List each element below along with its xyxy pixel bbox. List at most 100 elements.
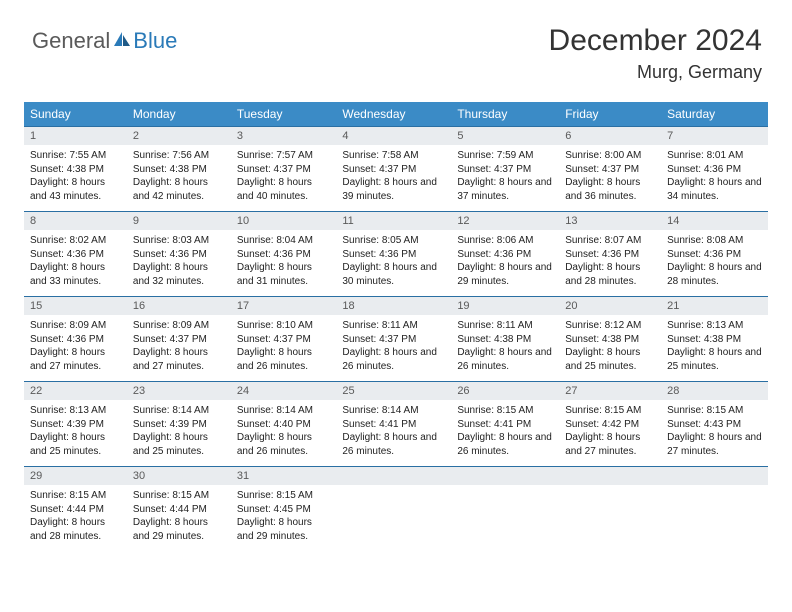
day-cell: 9Sunrise: 8:03 AMSunset: 4:36 PMDaylight… [127, 212, 231, 297]
sunrise-line: Sunrise: 7:56 AM [133, 149, 225, 163]
day-details: Sunrise: 8:03 AMSunset: 4:36 PMDaylight:… [127, 230, 231, 296]
sunrise-line: Sunrise: 7:57 AM [237, 149, 331, 163]
sunrise-line: Sunrise: 8:15 AM [667, 404, 762, 418]
month-title: December 2024 [549, 24, 762, 58]
weekday-header: Friday [559, 102, 661, 127]
sunrise-line: Sunrise: 8:07 AM [565, 234, 655, 248]
daylight-line: Daylight: 8 hours and 28 minutes. [565, 261, 655, 288]
day-details: Sunrise: 8:13 AMSunset: 4:38 PMDaylight:… [661, 315, 768, 381]
sunset-line: Sunset: 4:44 PM [30, 503, 121, 517]
day-cell: 24Sunrise: 8:14 AMSunset: 4:40 PMDayligh… [231, 382, 337, 467]
sunrise-line: Sunrise: 8:09 AM [30, 319, 121, 333]
daylight-line: Daylight: 8 hours and 26 minutes. [342, 431, 445, 458]
sunset-line: Sunset: 4:38 PM [30, 163, 121, 177]
sunrise-line: Sunrise: 7:58 AM [342, 149, 445, 163]
daylight-line: Daylight: 8 hours and 29 minutes. [457, 261, 553, 288]
day-cell: 21Sunrise: 8:13 AMSunset: 4:38 PMDayligh… [661, 297, 768, 382]
calendar-row: 1Sunrise: 7:55 AMSunset: 4:38 PMDaylight… [24, 127, 768, 212]
day-cell: 28 Sunrise: 8:15 AMSunset: 4:43 PMDayligh… [661, 382, 768, 467]
daylight-line: Daylight: 8 hours and 34 minutes. [667, 176, 762, 203]
daylight-line: Daylight: 8 hours and 30 minutes. [342, 261, 445, 288]
day-cell: 18Sunrise: 8:11 AMSunset: 4:37 PMDayligh… [336, 297, 451, 382]
sunrise-line: Sunrise: 8:11 AM [457, 319, 553, 333]
sunrise-line: Sunrise: 8:14 AM [342, 404, 445, 418]
empty-cell [559, 467, 661, 552]
day-details: Sunrise: 7:56 AMSunset: 4:38 PMDaylight:… [127, 145, 231, 211]
daylight-line: Daylight: 8 hours and 33 minutes. [30, 261, 121, 288]
day-details: Sunrise: 7:55 AMSunset: 4:38 PMDaylight:… [24, 145, 127, 211]
day-number: 13 [559, 212, 661, 230]
day-details: Sunrise: 8:15 AMSunset: 4:44 PMDaylight:… [127, 485, 231, 551]
sunset-line: Sunset: 4:43 PM [667, 418, 762, 432]
day-number: 12 [451, 212, 559, 230]
sunset-line: Sunset: 4:45 PM [237, 503, 331, 517]
day-details: Sunrise: 8:00 AMSunset: 4:37 PMDaylight:… [559, 145, 661, 211]
empty-cell [661, 467, 768, 552]
day-number: 21 [661, 297, 768, 315]
day-cell: 3Sunrise: 7:57 AMSunset: 4:37 PMDaylight… [231, 127, 337, 212]
day-number: 2 [127, 127, 231, 145]
daylight-line: Daylight: 8 hours and 37 minutes. [457, 176, 553, 203]
day-details: Sunrise: 8:09 AMSunset: 4:36 PMDaylight:… [24, 315, 127, 381]
weekday-header: Sunday [24, 102, 127, 127]
day-number: 4 [336, 127, 451, 145]
weekday-header: Tuesday [231, 102, 337, 127]
day-details: Sunrise: 8:09 AMSunset: 4:37 PMDaylight:… [127, 315, 231, 381]
sunset-line: Sunset: 4:39 PM [30, 418, 121, 432]
daylight-line: Daylight: 8 hours and 32 minutes. [133, 261, 225, 288]
day-cell: 12Sunrise: 8:06 AMSunset: 4:36 PMDayligh… [451, 212, 559, 297]
day-number: 22 [24, 382, 127, 400]
sunrise-line: Sunrise: 8:14 AM [133, 404, 225, 418]
weekday-header: Wednesday [336, 102, 451, 127]
sunset-line: Sunset: 4:38 PM [565, 333, 655, 347]
title-block: December 2024 Murg, Germany [549, 24, 762, 83]
day-cell: 30Sunrise: 8:15 AMSunset: 4:44 PMDayligh… [127, 467, 231, 552]
day-cell: 11Sunrise: 8:05 AMSunset: 4:36 PMDayligh… [336, 212, 451, 297]
day-details: Sunrise: 7:58 AMSunset: 4:37 PMDaylight:… [336, 145, 451, 211]
day-cell: 23Sunrise: 8:14 AMSunset: 4:39 PMDayligh… [127, 382, 231, 467]
calendar-table: Sunday Monday Tuesday Wednesday Thursday… [24, 102, 768, 551]
calendar-row: 8Sunrise: 8:02 AMSunset: 4:36 PMDaylight… [24, 212, 768, 297]
empty-cell [336, 467, 451, 552]
sunrise-line: Sunrise: 8:12 AM [565, 319, 655, 333]
daylight-line: Daylight: 8 hours and 26 minutes. [237, 431, 331, 458]
day-cell: 14Sunrise: 8:08 AMSunset: 4:36 PMDayligh… [661, 212, 768, 297]
daylight-line: Daylight: 8 hours and 31 minutes. [237, 261, 331, 288]
day-number: 17 [231, 297, 337, 315]
daylight-line: Daylight: 8 hours and 42 minutes. [133, 176, 225, 203]
sunset-line: Sunset: 4:37 PM [237, 163, 331, 177]
day-details: Sunrise: 8:13 AMSunset: 4:39 PMDaylight:… [24, 400, 127, 466]
day-cell: 7Sunrise: 8:01 AMSunset: 4:36 PMDaylight… [661, 127, 768, 212]
day-details: Sunrise: 8:05 AMSunset: 4:36 PMDaylight:… [336, 230, 451, 296]
day-cell: 17Sunrise: 8:10 AMSunset: 4:37 PMDayligh… [231, 297, 337, 382]
day-cell: 31Sunrise: 8:15 AMSunset: 4:45 PMDayligh… [231, 467, 337, 552]
day-details: Sunrise: 8:15 AMSunset: 4:41 PMDaylight:… [451, 400, 559, 466]
day-cell: 26Sunrise: 8:15 AMSunset: 4:41 PMDayligh… [451, 382, 559, 467]
daylight-line: Daylight: 8 hours and 25 minutes. [565, 346, 655, 373]
day-cell: 19Sunrise: 8:11 AMSunset: 4:38 PMDayligh… [451, 297, 559, 382]
day-number: 9 [127, 212, 231, 230]
day-number: 20 [559, 297, 661, 315]
weekday-header: Monday [127, 102, 231, 127]
sunrise-line: Sunrise: 8:10 AM [237, 319, 331, 333]
day-number: 7 [661, 127, 768, 145]
daylight-line: Daylight: 8 hours and 29 minutes. [133, 516, 225, 543]
sunset-line: Sunset: 4:44 PM [133, 503, 225, 517]
empty-cell [451, 467, 559, 552]
day-details: Sunrise: 8:11 AMSunset: 4:38 PMDaylight:… [451, 315, 559, 381]
day-number: 16 [127, 297, 231, 315]
day-number: 6 [559, 127, 661, 145]
daylight-line: Daylight: 8 hours and 27 minutes. [667, 431, 762, 458]
calendar-row: 15Sunrise: 8:09 AMSunset: 4:36 PMDayligh… [24, 297, 768, 382]
sunset-line: Sunset: 4:37 PM [342, 163, 445, 177]
daylight-line: Daylight: 8 hours and 27 minutes. [133, 346, 225, 373]
sunset-line: Sunset: 4:41 PM [342, 418, 445, 432]
day-details: Sunrise: 8:01 AMSunset: 4:36 PMDaylight:… [661, 145, 768, 211]
day-number: 28 [661, 382, 768, 400]
sunset-line: Sunset: 4:39 PM [133, 418, 225, 432]
day-number: 5 [451, 127, 559, 145]
day-number: 19 [451, 297, 559, 315]
day-number: 1 [24, 127, 127, 145]
daylight-line: Daylight: 8 hours and 26 minutes. [237, 346, 331, 373]
sunset-line: Sunset: 4:36 PM [133, 248, 225, 262]
